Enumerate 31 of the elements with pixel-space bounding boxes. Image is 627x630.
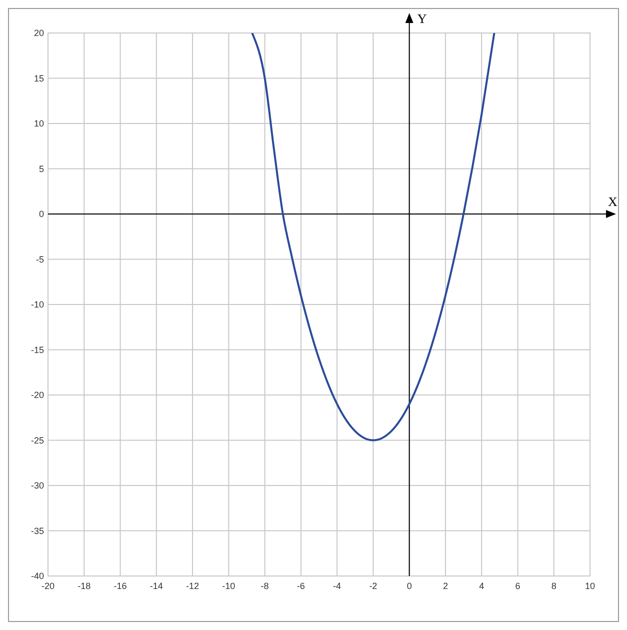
y-tick-label: -30 (30, 480, 44, 490)
x-tick-label: -4 (333, 581, 342, 591)
x-tick-label: 2 (442, 581, 448, 591)
y-tick-label: -15 (30, 344, 44, 355)
x-tick-label: 6 (515, 581, 520, 591)
x-tick-label: -10 (222, 581, 236, 591)
y-tick-label: -20 (30, 390, 44, 400)
x-tick-label: -18 (78, 581, 91, 591)
y-tick-label: -5 (36, 254, 44, 264)
y-tick-label: -25 (30, 435, 44, 446)
y-tick-label: 15 (34, 73, 44, 84)
y-tick-label: 20 (34, 28, 44, 38)
x-tick-label: 4 (479, 581, 484, 591)
y-tick-label: 5 (38, 164, 44, 174)
y-tick-label: -10 (30, 300, 44, 310)
line-series (251, 33, 496, 442)
x-tick-label: 0 (406, 581, 412, 591)
y-tick-label: -35 (30, 526, 44, 536)
x-tick-label: -6 (296, 581, 305, 591)
x-tick-label: 8 (551, 581, 556, 591)
y-tick-label: -40 (30, 571, 44, 581)
x-tick-label: -2 (369, 581, 378, 591)
y-axis-title: Y (417, 11, 428, 26)
y-tick-label: 0 (38, 209, 44, 219)
x-tick-label: 10 (584, 581, 596, 591)
x-tick-label: -16 (114, 581, 127, 591)
x-axis-title: X (608, 194, 618, 209)
x-tick-label: -8 (260, 581, 269, 591)
x-tick-label: -12 (186, 581, 200, 591)
x-tick-label: -14 (150, 581, 163, 591)
y-tick-label: 10 (34, 118, 44, 128)
